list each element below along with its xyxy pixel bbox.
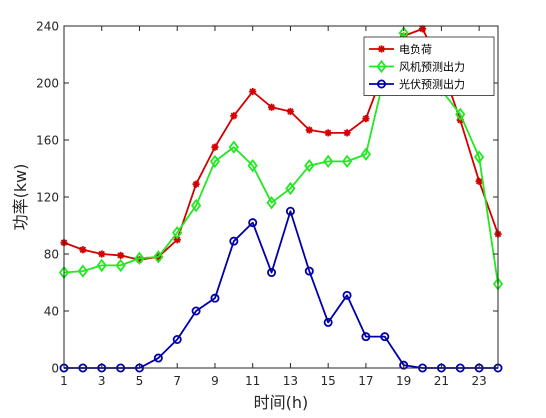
- data-point: [229, 236, 239, 246]
- legend-item: 光伏预测出力: [369, 77, 465, 91]
- data-point: [134, 251, 145, 265]
- data-point: [286, 107, 295, 116]
- x-tick-label: 1: [60, 374, 68, 388]
- data-point: [248, 218, 258, 228]
- data-point: [360, 147, 372, 161]
- x-tick-label: 13: [283, 374, 298, 388]
- y-axis-label: 功率(kw): [11, 164, 30, 231]
- data-point: [153, 250, 164, 264]
- y-tick-label: 120: [36, 191, 59, 205]
- y-tick-label: 0: [51, 362, 59, 376]
- data-point: [267, 268, 277, 278]
- data-point: [115, 258, 126, 273]
- data-point: [153, 353, 163, 363]
- data-point: [361, 332, 371, 342]
- data-point: [228, 140, 239, 154]
- data-point: [77, 264, 89, 278]
- data-point: [96, 258, 107, 273]
- data-point: [342, 290, 352, 300]
- data-point: [473, 150, 485, 164]
- legend-label: 光伏预测出力: [399, 77, 465, 91]
- data-point: [285, 206, 295, 216]
- legend-label: 风机预测出力: [399, 60, 465, 74]
- data-point: [267, 103, 276, 111]
- x-tick-label: 3: [98, 374, 106, 388]
- data-point: [304, 158, 315, 173]
- data-point: [209, 154, 221, 169]
- x-tick-label: 7: [173, 374, 181, 388]
- data-point: [380, 332, 390, 342]
- data-point: [98, 250, 106, 258]
- data-point: [343, 129, 351, 137]
- data-point: [211, 143, 219, 151]
- data-point: [230, 112, 238, 120]
- data-point: [190, 198, 202, 213]
- legend-marker: [376, 59, 387, 74]
- legend-marker: [377, 45, 386, 53]
- legend-marker: [376, 79, 386, 89]
- data-point: [323, 154, 334, 169]
- data-point: [117, 251, 125, 260]
- data-point: [191, 306, 201, 316]
- data-point: [323, 317, 333, 327]
- data-point: [305, 126, 313, 134]
- y-tick-label: 80: [44, 248, 59, 262]
- data-point: [247, 158, 258, 173]
- data-point: [173, 236, 181, 244]
- data-point: [172, 334, 182, 344]
- x-tick-label: 5: [136, 374, 144, 388]
- x-tick-label: 9: [211, 374, 219, 388]
- data-point: [362, 115, 370, 123]
- data-point: [399, 360, 409, 370]
- x-axis-label: 时间(h): [254, 393, 309, 412]
- data-point: [172, 225, 183, 240]
- data-point: [455, 107, 466, 122]
- y-tick-label: 200: [36, 77, 59, 91]
- data-point: [475, 177, 483, 185]
- data-point: [341, 154, 353, 169]
- legend-item: 电负荷: [369, 42, 432, 56]
- y-tick-label: 40: [44, 305, 59, 319]
- legend-item: 风机预测出力: [369, 60, 465, 74]
- x-tick-label: 23: [471, 374, 486, 388]
- data-point: [266, 196, 277, 210]
- x-tick-label: 21: [434, 374, 449, 388]
- x-tick-label: 19: [396, 374, 411, 388]
- data-point: [324, 129, 332, 137]
- data-point: [192, 180, 200, 188]
- data-point: [304, 266, 314, 276]
- data-point: [79, 246, 87, 254]
- y-tick-label: 160: [36, 134, 59, 148]
- data-point: [249, 87, 257, 96]
- legend-label: 电负荷: [399, 42, 432, 56]
- data-point: [210, 293, 220, 303]
- y-tick-label: 240: [36, 20, 59, 34]
- x-tick-label: 17: [358, 374, 373, 388]
- data-point: [285, 181, 296, 196]
- x-tick-label: 11: [245, 374, 260, 388]
- x-tick-label: 15: [321, 374, 336, 388]
